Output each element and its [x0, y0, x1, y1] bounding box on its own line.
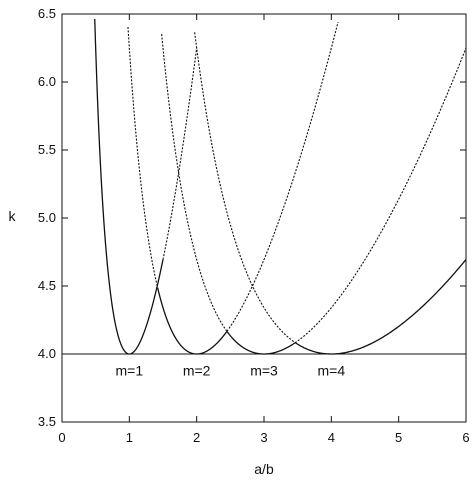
y-tick-label: 5.0 [38, 210, 56, 225]
curve-m2-dotted [127, 26, 159, 288]
mode-label: m=2 [183, 362, 211, 378]
curve-m3-dotted [161, 34, 228, 332]
x-tick-label: 0 [58, 430, 65, 445]
curve-m4-solid [294, 259, 467, 355]
curve-m3-dotted [294, 47, 467, 344]
x-tick-label: 2 [193, 430, 200, 445]
x-tick-label: 1 [126, 430, 133, 445]
curve-m1-dotted [162, 47, 198, 260]
curve-m3-solid [226, 330, 296, 355]
x-tick-label: 3 [260, 430, 267, 445]
curve-m2-solid [156, 287, 228, 355]
x-tick-label: 4 [328, 430, 335, 445]
mode-label: m=1 [116, 362, 144, 378]
mode-label: m=4 [318, 362, 346, 378]
y-axis-label: k [9, 208, 17, 224]
y-tick-label: 3.5 [38, 414, 56, 429]
y-tick-label: 5.5 [38, 142, 56, 157]
mode-label: m=3 [250, 362, 278, 378]
curve-m2-dotted [226, 21, 339, 332]
x-axis-label: a/b [254, 461, 274, 477]
y-tick-label: 6.5 [38, 6, 56, 21]
x-tick-label: 6 [462, 430, 469, 445]
y-tick-label: 6.0 [38, 74, 56, 89]
x-tick-label: 5 [395, 430, 402, 445]
y-tick-label: 4.5 [38, 278, 56, 293]
curve-m1-solid [94, 18, 164, 355]
plot-frame [61, 13, 467, 423]
curve-m4-dotted [194, 32, 296, 343]
y-tick-label: 4.0 [38, 346, 56, 361]
